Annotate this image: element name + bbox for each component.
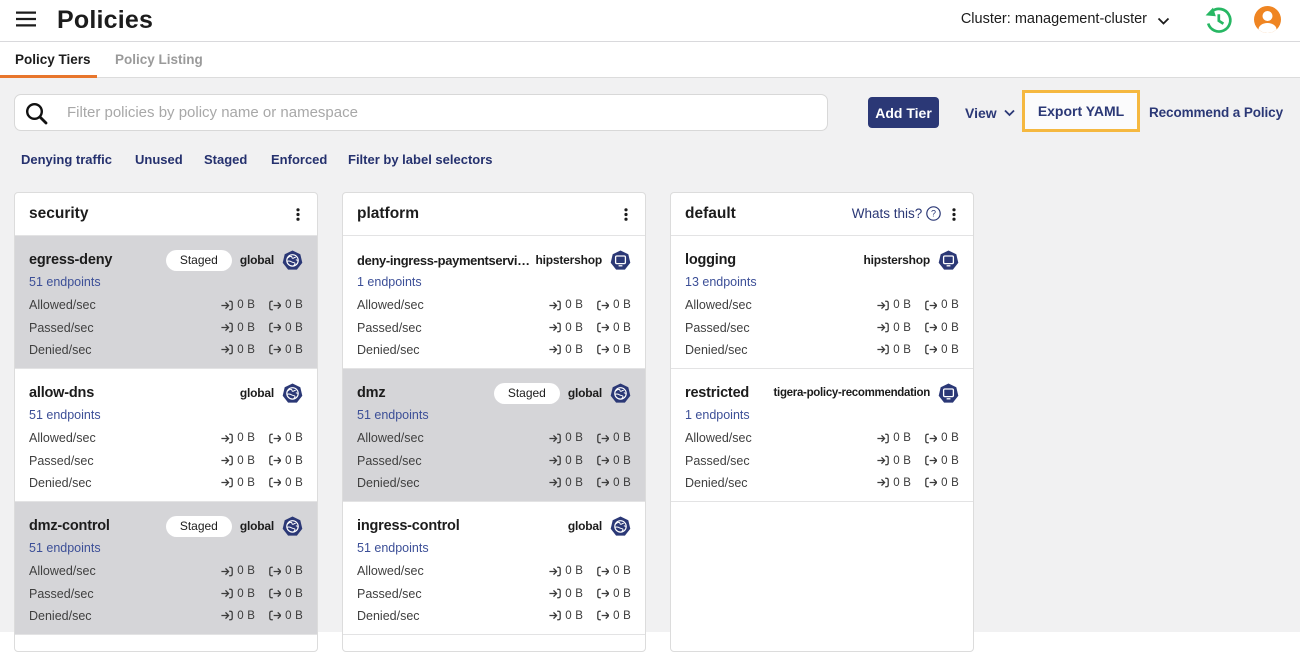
svg-text:?: ? (931, 209, 936, 219)
